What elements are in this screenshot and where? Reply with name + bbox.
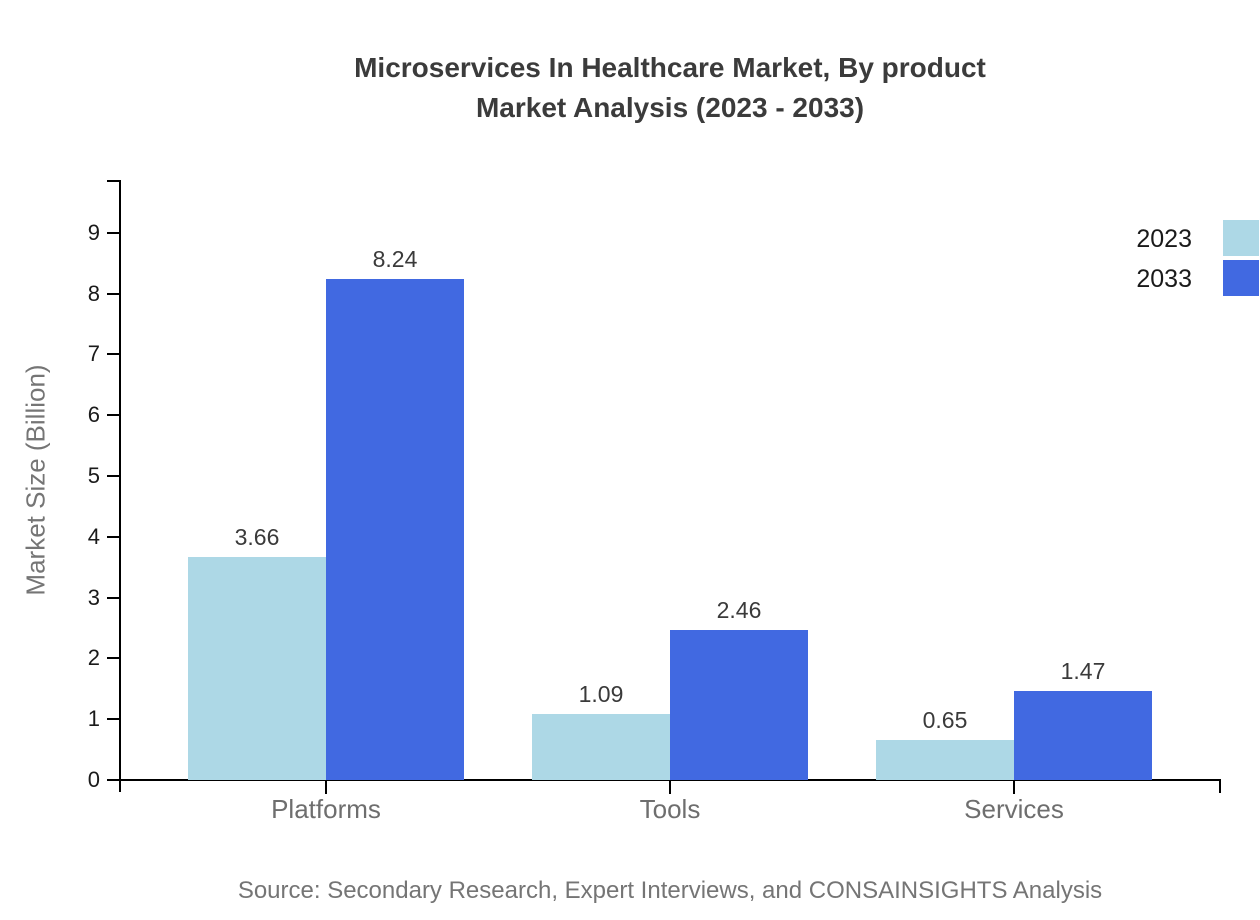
y-axis-tick (107, 718, 119, 720)
y-axis-tick (107, 779, 119, 781)
category-label-tools: Tools (639, 794, 701, 824)
category-label-services: Services (964, 794, 1064, 824)
y-tick-label: 4 (87, 524, 100, 549)
bar-value-label: 0.65 (922, 707, 968, 733)
bar-2033-platforms (326, 279, 464, 780)
bar-2023-platforms (188, 557, 326, 780)
bar-value-label: 8.24 (372, 246, 418, 272)
y-axis-top-cap (107, 180, 121, 182)
y-axis-tick (107, 657, 119, 659)
y-tick-label: 6 (87, 402, 100, 427)
y-axis-tick (107, 293, 119, 295)
bar-2033-services (1014, 691, 1152, 780)
y-tick-label: 3 (87, 585, 100, 610)
y-tick-label: 8 (87, 281, 100, 306)
legend-swatch-2023 (1223, 220, 1259, 256)
x-axis-line (107, 779, 1221, 781)
bar-value-label: 1.47 (1060, 658, 1106, 684)
y-axis-tick (107, 353, 119, 355)
y-axis-tick (107, 414, 119, 416)
x-axis-right-cap (1219, 779, 1221, 793)
bar-2023-services (876, 740, 1014, 780)
bar-value-label: 2.46 (716, 597, 762, 623)
legend-label-2023: 2023 (1136, 225, 1192, 253)
y-tick-label: 0 (87, 767, 100, 792)
y-tick-label: 2 (87, 645, 100, 670)
bar-2033-tools (670, 630, 808, 780)
y-tick-label: 1 (87, 706, 100, 731)
y-axis-tick (107, 475, 119, 477)
x-axis-tick (669, 781, 671, 794)
source-caption: Source: Secondary Research, Expert Inter… (237, 877, 1103, 904)
bar-value-label: 1.09 (578, 681, 624, 707)
y-axis-line (119, 180, 121, 792)
legend-label-2033: 2033 (1136, 265, 1192, 293)
y-axis-tick (107, 597, 119, 599)
y-tick-label: 7 (87, 341, 100, 366)
y-tick-label: 9 (87, 220, 100, 245)
bar-value-label: 3.66 (234, 524, 280, 550)
y-tick-label: 5 (87, 463, 100, 488)
x-axis-tick (325, 781, 327, 794)
legend-swatch-2033 (1223, 260, 1259, 296)
y-axis-tick (107, 536, 119, 538)
chart-title-line2: Market Analysis (2023 - 2033) (475, 92, 865, 123)
y-axis-tick (107, 232, 119, 234)
chart-title-line1: Microservices In Healthcare Market, By p… (354, 52, 986, 83)
category-label-platforms: Platforms (271, 794, 381, 824)
chart-title: Microservices In Healthcare Market, By p… (118, 48, 1222, 128)
bar-2023-tools (532, 714, 670, 780)
x-axis-tick (1013, 781, 1015, 794)
